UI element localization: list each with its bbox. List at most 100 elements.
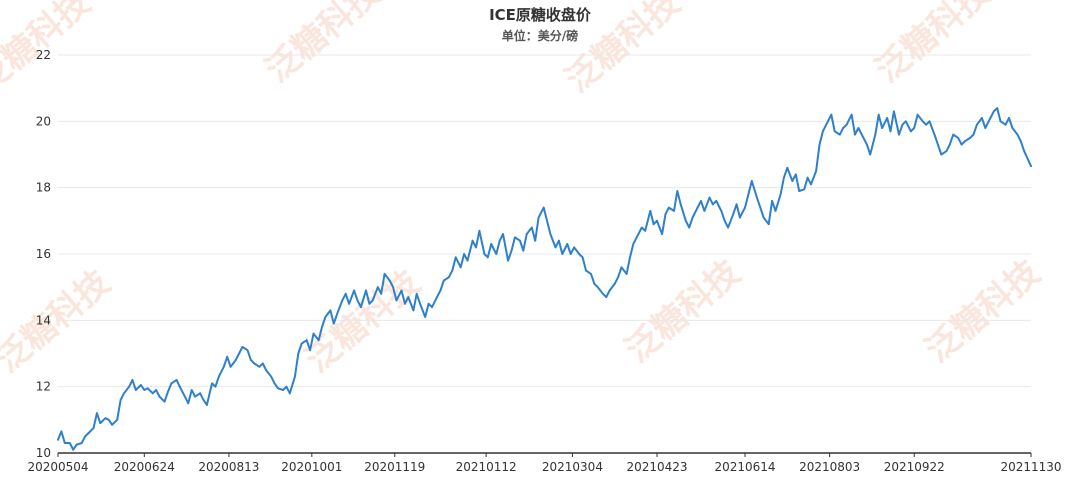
data-point bbox=[644, 229, 647, 232]
data-point bbox=[451, 269, 454, 272]
x-tick-label: 20210803 bbox=[799, 460, 860, 474]
data-point bbox=[226, 355, 229, 358]
data-point bbox=[1023, 150, 1026, 153]
data-point bbox=[691, 216, 694, 219]
data-point bbox=[380, 292, 383, 295]
data-point bbox=[578, 253, 581, 255]
data-point bbox=[246, 349, 249, 352]
data-point bbox=[116, 418, 119, 421]
data-point bbox=[140, 384, 142, 386]
data-point bbox=[234, 359, 237, 361]
data-point bbox=[940, 153, 943, 156]
data-point bbox=[845, 123, 848, 126]
data-point bbox=[984, 127, 987, 129]
data-point bbox=[167, 390, 169, 393]
data-point bbox=[99, 422, 102, 424]
data-point bbox=[854, 133, 856, 136]
data-point bbox=[981, 117, 983, 119]
data-point bbox=[478, 229, 481, 232]
watermark-text: 泛糖科技 bbox=[918, 253, 1048, 371]
data-point bbox=[96, 412, 98, 415]
data-point bbox=[857, 127, 860, 129]
data-point bbox=[593, 283, 596, 285]
data-point bbox=[774, 210, 777, 212]
data-point bbox=[395, 299, 398, 302]
data-point bbox=[862, 137, 865, 139]
data-point bbox=[827, 120, 829, 123]
y-tick-label: 12 bbox=[36, 380, 51, 394]
data-point bbox=[898, 133, 900, 136]
watermark-text: 泛糖科技 bbox=[258, 0, 388, 91]
data-point bbox=[182, 392, 185, 395]
data-point bbox=[976, 123, 978, 126]
data-point bbox=[360, 306, 362, 308]
data-point bbox=[747, 193, 750, 196]
data-point bbox=[175, 379, 178, 381]
chart-title: ICE原糖收盘价 bbox=[489, 6, 592, 24]
data-point bbox=[424, 316, 427, 318]
data-point bbox=[63, 442, 66, 444]
data-point bbox=[756, 196, 758, 199]
data-point bbox=[466, 259, 469, 262]
data-point bbox=[270, 375, 273, 378]
data-point bbox=[632, 243, 635, 245]
data-point bbox=[324, 316, 327, 318]
data-point bbox=[661, 233, 663, 236]
data-point bbox=[273, 382, 276, 385]
data-point bbox=[561, 253, 564, 255]
data-point bbox=[368, 302, 371, 305]
watermark-text: 泛糖科技 bbox=[618, 253, 748, 371]
data-point bbox=[134, 389, 137, 391]
data-point bbox=[992, 110, 995, 113]
data-point bbox=[668, 206, 670, 209]
data-point bbox=[253, 362, 256, 365]
data-point bbox=[558, 239, 560, 242]
data-point bbox=[969, 137, 971, 139]
data-point bbox=[881, 127, 883, 129]
data-point bbox=[388, 279, 391, 282]
data-point bbox=[637, 233, 640, 236]
data-point bbox=[613, 283, 616, 285]
data-point bbox=[833, 130, 836, 133]
data-point bbox=[522, 249, 525, 252]
data-point bbox=[1019, 140, 1022, 143]
data-point bbox=[916, 113, 919, 116]
y-tick-label: 22 bbox=[36, 48, 51, 62]
x-tick-label: 20200813 bbox=[198, 460, 259, 474]
data-point bbox=[664, 213, 667, 216]
data-point bbox=[590, 273, 592, 275]
data-point bbox=[838, 133, 841, 136]
data-point bbox=[656, 219, 658, 222]
data-point bbox=[155, 389, 158, 391]
data-point bbox=[783, 176, 785, 179]
data-point bbox=[1004, 123, 1007, 126]
data-point bbox=[937, 143, 939, 146]
data-point bbox=[679, 203, 682, 206]
data-point bbox=[383, 273, 386, 275]
data-point bbox=[309, 349, 311, 352]
data-point bbox=[510, 249, 513, 252]
data-point bbox=[1008, 117, 1010, 119]
data-point bbox=[285, 385, 288, 388]
x-tick-label: 20201119 bbox=[364, 460, 425, 474]
data-point bbox=[810, 183, 812, 186]
x-tick-label: 20210614 bbox=[714, 460, 775, 474]
y-tick-label: 16 bbox=[36, 247, 51, 261]
data-point bbox=[739, 216, 741, 219]
data-point bbox=[842, 127, 845, 129]
data-point bbox=[475, 246, 477, 249]
data-point bbox=[344, 292, 347, 295]
data-point bbox=[715, 200, 718, 202]
data-point bbox=[617, 276, 619, 279]
data-point bbox=[300, 342, 303, 345]
data-point bbox=[767, 223, 770, 226]
data-point bbox=[904, 120, 907, 123]
data-point bbox=[794, 173, 797, 176]
data-point bbox=[312, 332, 315, 335]
x-tick-label: 20200624 bbox=[114, 460, 175, 474]
data-point bbox=[211, 382, 213, 385]
data-point bbox=[625, 273, 628, 275]
data-point bbox=[329, 309, 332, 312]
data-point bbox=[913, 127, 916, 129]
data-point bbox=[194, 395, 197, 398]
